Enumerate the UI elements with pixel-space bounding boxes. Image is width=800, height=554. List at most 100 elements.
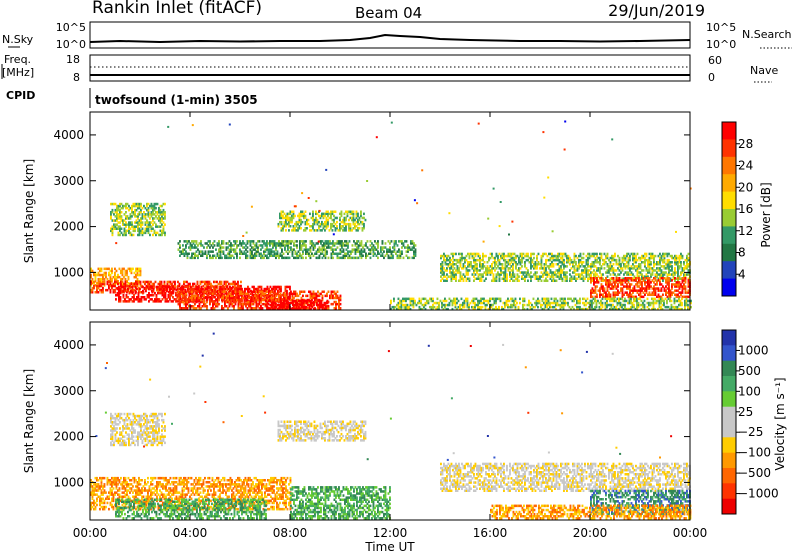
- heatmap-cell: [533, 256, 535, 260]
- heatmap-cell: [684, 287, 687, 290]
- heatmap-cell: [183, 296, 186, 300]
- heatmap-cell: [659, 261, 661, 264]
- heatmap-cell: [477, 252, 480, 256]
- heatmap-cell: [200, 298, 202, 302]
- heatmap-cell: [363, 222, 365, 226]
- heatmap-cell: [579, 261, 582, 264]
- heatmap-cell: [330, 225, 332, 228]
- heatmap-cell: [594, 289, 597, 292]
- heatmap-cell: [632, 256, 634, 260]
- heatmap-cell: [293, 256, 295, 260]
- heatmap-cell: [573, 258, 576, 262]
- heatmap-cell: [247, 294, 249, 297]
- heatmap-cell: [677, 256, 679, 260]
- heatmap-cell: [671, 254, 673, 258]
- heatmap-cell: [199, 287, 201, 291]
- heatmap-cell: [263, 298, 265, 302]
- heatmap-cell: [325, 210, 328, 213]
- heatmap-cell: [114, 284, 116, 288]
- heatmap-cell: [626, 293, 628, 296]
- heatmap-cell: [181, 287, 183, 291]
- heatmap-cell: [212, 285, 215, 289]
- heatmap-cell: [677, 285, 679, 288]
- heatmap-cell: [198, 296, 201, 300]
- heatmap-cell: [335, 302, 337, 306]
- heatmap-cell: [133, 282, 136, 286]
- heatmap-cell: [136, 298, 138, 301]
- heatmap-cell: [298, 225, 301, 228]
- heatmap-cell: [636, 283, 639, 286]
- heatmap-cell: [164, 291, 167, 295]
- heatmap-cell: [536, 256, 538, 260]
- heatmap-cell: [176, 285, 179, 289]
- heatmap-cell: [606, 275, 609, 278]
- heatmap-cell: [254, 307, 256, 310]
- heatmap-cell: [300, 214, 302, 218]
- heatmap-cell: [636, 277, 639, 280]
- heatmap-cell: [198, 252, 201, 255]
- heatmap-cell: [123, 227, 126, 230]
- heatmap-cell: [100, 280, 103, 283]
- heatmap-cell: [133, 298, 135, 301]
- heatmap-cell: [251, 285, 254, 289]
- heatmap-cell: [666, 295, 669, 299]
- heatmap-cell: [591, 261, 594, 264]
- heatmap-cell: [327, 290, 330, 293]
- heatmap-cell: [122, 219, 124, 222]
- heatmap-cell: [140, 296, 143, 299]
- heatmap-cell: [313, 229, 316, 232]
- heatmap-cell: [128, 204, 130, 208]
- heatmap-cell: [192, 282, 194, 286]
- heatmap-cell: [306, 227, 308, 230]
- heatmap-cell: [164, 296, 167, 299]
- heatmap-cell: [169, 287, 171, 291]
- heatmap-cell: [198, 298, 201, 302]
- heatmap-cell: [219, 250, 222, 253]
- heatmap-cell: [332, 242, 334, 245]
- heatmap-cell: [534, 261, 537, 264]
- heatmap-cell: [510, 265, 513, 268]
- heatmap-cell: [473, 275, 475, 278]
- heatmap-cell: [414, 250, 417, 253]
- heatmap-cell: [320, 301, 323, 305]
- heatmap-cell: [93, 271, 95, 275]
- heatmap-cell: [686, 261, 688, 264]
- heatmap-cell: [680, 263, 682, 266]
- heatmap-cell: [606, 269, 609, 272]
- heatmap-cell: [234, 280, 236, 284]
- heatmap-cell: [509, 279, 511, 282]
- heatmap-cell: [174, 280, 176, 284]
- heatmap-cell: [216, 254, 219, 257]
- heatmap-cell: [192, 298, 195, 302]
- heatmap-cell: [118, 285, 120, 289]
- heatmap-cell: [363, 216, 365, 220]
- heatmap-cell: [503, 271, 505, 274]
- heatmap-cell: [257, 292, 259, 296]
- heatmap-cell: [445, 299, 448, 303]
- heatmap-cell: [465, 273, 468, 276]
- heatmap-cell: [557, 271, 559, 274]
- heatmap-cell: [304, 222, 307, 226]
- heatmap-cell: [594, 258, 597, 262]
- heatmap-cell: [680, 252, 682, 256]
- heatmap-cell: [432, 305, 434, 309]
- heatmap-cell: [585, 258, 588, 262]
- heatmap-cell: [542, 267, 544, 270]
- heatmap-cell: [660, 265, 663, 268]
- heatmap-cell: [140, 211, 142, 214]
- heatmap-cell: [602, 277, 604, 280]
- heatmap-cell: [612, 258, 615, 262]
- heatmap-cell: [272, 246, 274, 249]
- heatmap-cell: [674, 285, 676, 288]
- heatmap-cell: [121, 289, 123, 293]
- heatmap-cell: [662, 271, 664, 274]
- heatmap-cell: [348, 227, 350, 230]
- heatmap-cell: [245, 302, 247, 306]
- heatmap-cell: [175, 288, 178, 292]
- heatmap-cell: [164, 233, 166, 237]
- heatmap-cell: [343, 227, 346, 230]
- heatmap-cell: [345, 244, 348, 247]
- heatmap-cell: [570, 277, 573, 280]
- heatmap-cell: [615, 261, 618, 264]
- heatmap-cell: [169, 289, 171, 293]
